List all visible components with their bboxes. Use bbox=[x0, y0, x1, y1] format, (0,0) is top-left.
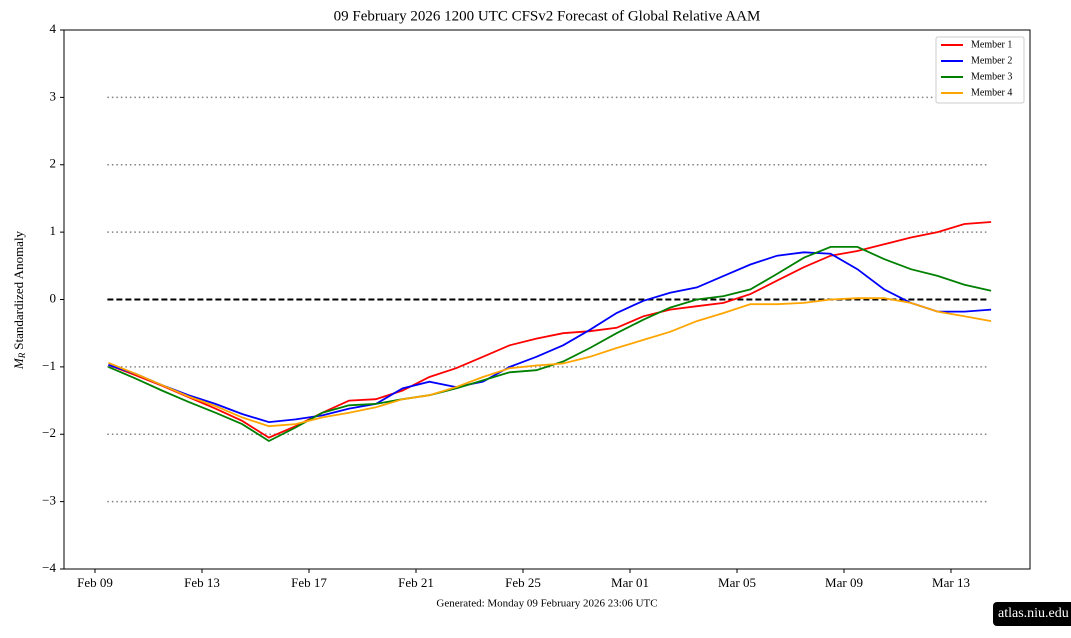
line bbox=[108, 221, 992, 439]
legend-box bbox=[935, 36, 1025, 104]
x-tick-label: Mar 01 bbox=[611, 575, 649, 590]
x-tick-label: Feb 21 bbox=[398, 575, 434, 590]
x-tick-label: Feb 13 bbox=[184, 575, 220, 590]
line bbox=[108, 297, 992, 428]
y-tick-label: −2 bbox=[42, 425, 56, 440]
legend-label: Member 3 bbox=[971, 71, 1012, 82]
x-tick-label: Feb 09 bbox=[77, 575, 113, 590]
legend-label: Member 2 bbox=[971, 55, 1012, 66]
y-tick-label: −4 bbox=[42, 560, 56, 575]
footer: Generated: Monday 09 February 2026 23:06… bbox=[436, 598, 657, 610]
x-tick-label: Mar 13 bbox=[932, 575, 970, 590]
line bbox=[108, 251, 992, 424]
x-tick-label: Feb 17 bbox=[291, 575, 327, 590]
y-tick-label: −1 bbox=[42, 358, 56, 373]
badge: atlas.niu.edu bbox=[998, 606, 1069, 621]
chart-title: 09 February 2026 1200 UTC CFSv2 Forecast… bbox=[334, 8, 761, 24]
legend-label: Member 4 bbox=[971, 87, 1012, 98]
y-tick-label: −3 bbox=[42, 493, 56, 508]
x-tick-label: Mar 05 bbox=[718, 575, 756, 590]
y-tick-label: 0 bbox=[50, 290, 57, 305]
y-label-text: Standardized Anomaly bbox=[11, 230, 26, 349]
y-tick-label: 2 bbox=[50, 156, 57, 171]
y-axis-label: MR Standardized Anomaly bbox=[11, 230, 27, 370]
badge-bg bbox=[993, 602, 1071, 626]
plot-frame bbox=[63, 29, 1031, 570]
y-tick-label: 3 bbox=[50, 88, 57, 103]
y-tick-label: 1 bbox=[50, 223, 57, 238]
y-label-subscript: R bbox=[17, 352, 27, 359]
y-tick-label: 4 bbox=[50, 21, 57, 36]
line bbox=[108, 246, 992, 443]
y-label-symbol: M bbox=[11, 357, 26, 370]
x-tick-label: Mar 09 bbox=[825, 575, 863, 590]
legend-label: Member 1 bbox=[971, 39, 1012, 50]
x-tick-label: Feb 25 bbox=[505, 575, 541, 590]
